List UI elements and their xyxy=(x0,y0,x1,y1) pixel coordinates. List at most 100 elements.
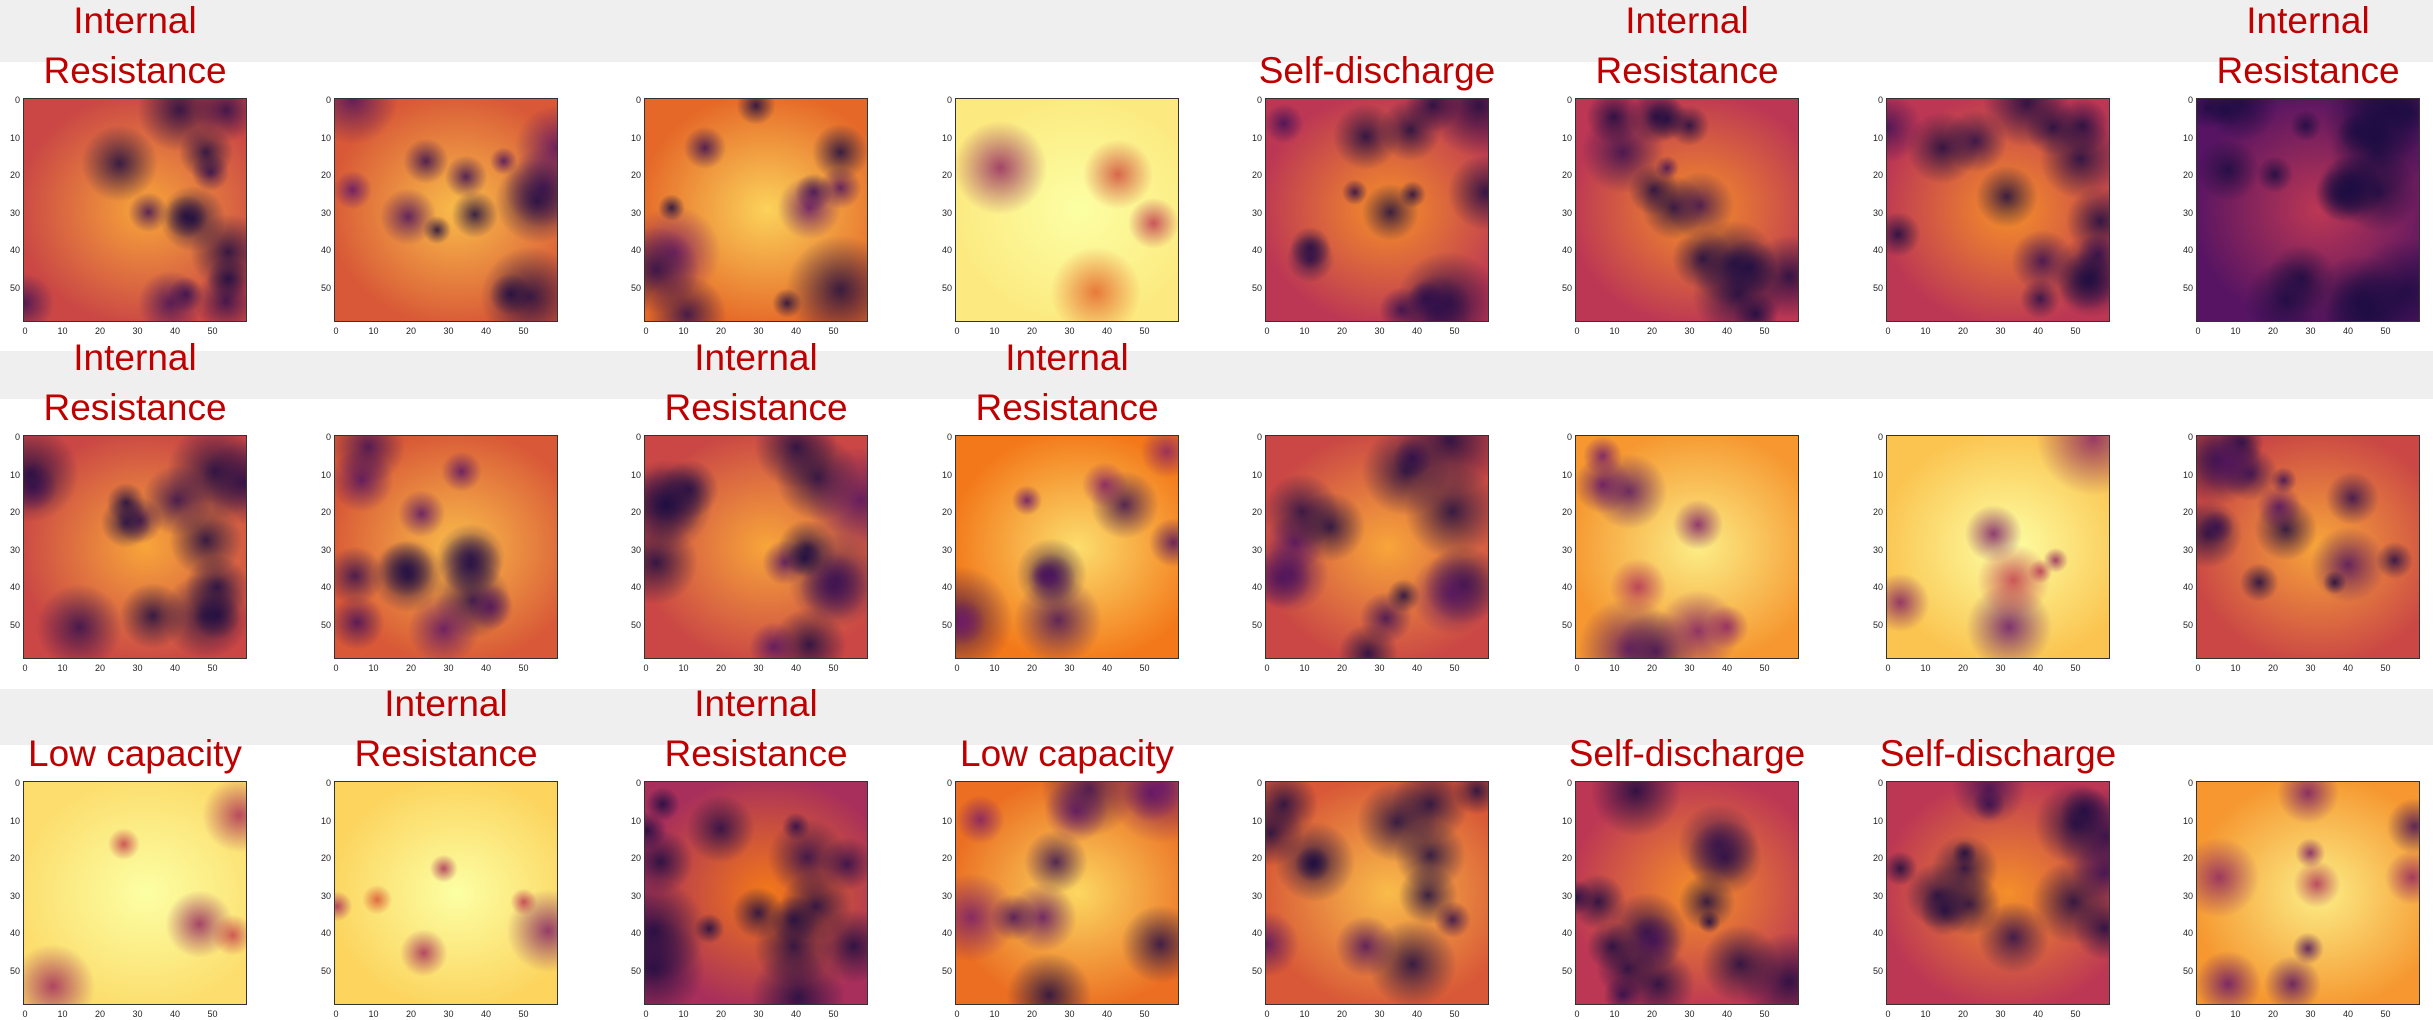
y-tick-label: 40 xyxy=(320,582,331,592)
y-tick-label: 0 xyxy=(14,778,20,788)
y-tick-label: 0 xyxy=(325,432,331,442)
x-tick-label: 20 xyxy=(715,663,726,673)
x-tick-label: 10 xyxy=(2230,326,2241,336)
heatmap xyxy=(1265,98,1489,322)
gray-band xyxy=(0,0,2433,62)
y-tick-label: 40 xyxy=(630,928,641,938)
x-tick-label: 0 xyxy=(333,663,339,673)
y-tick-label: 0 xyxy=(1877,95,1883,105)
y-tick-label: 0 xyxy=(1566,432,1572,442)
y-tick-label: 30 xyxy=(1251,207,1262,218)
x-tick-label: 20 xyxy=(405,663,416,673)
y-tick-label: 40 xyxy=(9,582,20,592)
y-tick-label: 10 xyxy=(9,815,20,826)
y-tick-label: 40 xyxy=(941,582,952,592)
x-tick-label: 50 xyxy=(518,326,529,336)
x-tick-label: 40 xyxy=(1721,663,1732,673)
y-tick-label: 0 xyxy=(946,95,952,105)
y-tick-label: 30 xyxy=(1251,544,1262,555)
x-tick-label: 30 xyxy=(1995,1009,2006,1019)
x-tick-label: 50 xyxy=(1449,663,1460,673)
y-tick-label: 30 xyxy=(941,207,952,218)
y-tick-label: 0 xyxy=(1256,95,1262,105)
y-tick-label: 30 xyxy=(320,207,331,218)
y-tick-label: 40 xyxy=(320,245,331,255)
x-tick-label: 30 xyxy=(132,326,143,336)
y-tick-label: 10 xyxy=(1872,815,1883,826)
y-tick-label: 0 xyxy=(635,778,641,788)
x-tick-label: 0 xyxy=(1574,326,1580,336)
y-tick-label: 20 xyxy=(1872,170,1883,180)
x-tick-label: 50 xyxy=(2380,326,2391,336)
y-tick-label: 20 xyxy=(1561,170,1572,180)
y-tick-label: 20 xyxy=(1872,853,1883,863)
y-tick-label: 20 xyxy=(9,507,20,517)
y-tick-label: 40 xyxy=(320,928,331,938)
heatmap xyxy=(334,435,558,659)
x-tick-label: 20 xyxy=(405,1009,416,1019)
x-tick-label: 30 xyxy=(753,663,764,673)
y-tick-label: 20 xyxy=(1251,170,1262,180)
x-tick-label: 10 xyxy=(678,326,689,336)
x-tick-label: 20 xyxy=(1646,663,1657,673)
y-tick-label: 40 xyxy=(1251,245,1262,255)
x-tick-label: 40 xyxy=(2032,326,2043,336)
x-tick-label: 50 xyxy=(828,326,839,336)
x-tick-label: 20 xyxy=(94,1009,105,1019)
x-tick-label: 40 xyxy=(2342,663,2353,673)
x-tick-label: 30 xyxy=(2305,326,2316,336)
y-tick-label: 30 xyxy=(941,544,952,555)
x-tick-label: 10 xyxy=(989,1009,1000,1019)
y-tick-label: 10 xyxy=(1872,132,1883,143)
panel-label: Self-discharge xyxy=(1258,50,1496,91)
x-tick-label: 0 xyxy=(2195,326,2201,336)
x-tick-label: 20 xyxy=(1336,326,1347,336)
y-tick-label: 20 xyxy=(1561,507,1572,517)
x-tick-label: 20 xyxy=(1336,663,1347,673)
x-tick-label: 0 xyxy=(22,326,28,336)
y-tick-label: 10 xyxy=(630,469,641,480)
y-tick-label: 20 xyxy=(630,170,641,180)
x-tick-label: 20 xyxy=(405,326,416,336)
y-tick-label: 30 xyxy=(320,544,331,555)
x-tick-label: 0 xyxy=(643,663,649,673)
x-tick-label: 0 xyxy=(2195,663,2201,673)
y-tick-label: 30 xyxy=(1251,890,1262,901)
x-tick-label: 40 xyxy=(480,1009,491,1019)
x-tick-label: 50 xyxy=(1759,663,1770,673)
y-tick-label: 30 xyxy=(1872,207,1883,218)
x-tick-label: 30 xyxy=(443,1009,454,1019)
x-tick-label: 50 xyxy=(207,326,218,336)
x-tick-label: 50 xyxy=(1139,326,1150,336)
x-tick-label: 40 xyxy=(2032,663,2043,673)
x-tick-label: 30 xyxy=(1064,326,1075,336)
heatmap xyxy=(644,781,868,1005)
x-tick-label: 30 xyxy=(2305,1009,2316,1019)
panel-label: Low capacity xyxy=(960,733,1174,774)
x-tick-label: 0 xyxy=(643,1009,649,1019)
y-tick-label: 40 xyxy=(9,245,20,255)
x-tick-label: 10 xyxy=(368,1009,379,1019)
y-tick-label: 50 xyxy=(1872,282,1883,293)
x-tick-label: 10 xyxy=(1299,1009,1310,1019)
x-tick-label: 50 xyxy=(207,663,218,673)
y-tick-label: 30 xyxy=(1872,890,1883,901)
x-tick-label: 40 xyxy=(1411,326,1422,336)
y-tick-label: 10 xyxy=(1251,469,1262,480)
y-tick-label: 50 xyxy=(320,619,331,630)
y-tick-label: 50 xyxy=(1251,619,1262,630)
x-tick-label: 40 xyxy=(2342,326,2353,336)
y-tick-label: 10 xyxy=(1561,132,1572,143)
x-tick-label: 20 xyxy=(1646,1009,1657,1019)
y-tick-label: 10 xyxy=(320,132,331,143)
y-tick-label: 10 xyxy=(941,469,952,480)
x-tick-label: 30 xyxy=(1064,1009,1075,1019)
y-tick-label: 20 xyxy=(2182,853,2193,863)
y-tick-label: 0 xyxy=(1566,778,1572,788)
panel-label: Low capacity xyxy=(28,733,242,774)
y-tick-label: 20 xyxy=(630,507,641,517)
x-tick-label: 0 xyxy=(954,663,960,673)
y-tick-label: 50 xyxy=(1251,282,1262,293)
y-tick-label: 0 xyxy=(946,778,952,788)
heatmap xyxy=(1265,781,1489,1005)
